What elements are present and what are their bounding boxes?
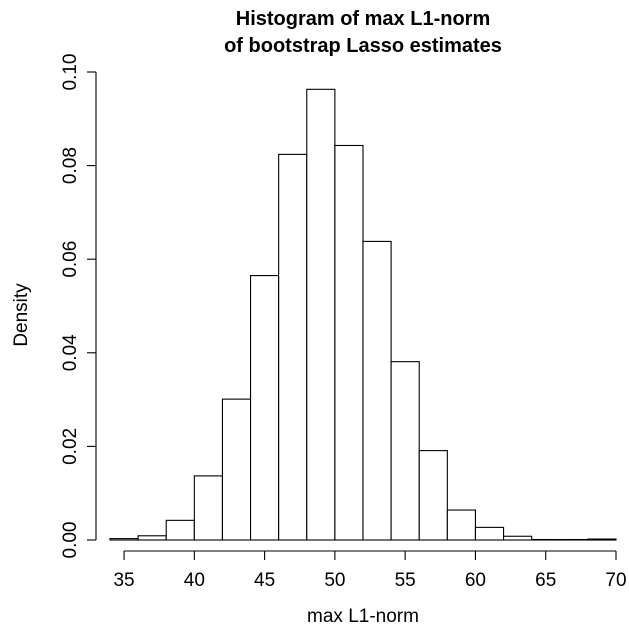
chart-title-line2: of bootstrap Lasso estimates bbox=[224, 35, 502, 57]
histogram-bar bbox=[109, 538, 139, 541]
histogram-bar bbox=[278, 153, 308, 541]
x-tick-label: 40 bbox=[184, 570, 205, 591]
x-tick-label: 65 bbox=[535, 570, 556, 591]
x-axis: 35 40 45 50 55 60 65 70 bbox=[113, 550, 627, 591]
histogram-bar bbox=[193, 475, 223, 541]
x-tick-label: 70 bbox=[605, 570, 626, 591]
y-axis-label: Density bbox=[11, 283, 32, 347]
histogram-bar bbox=[137, 535, 167, 541]
histogram-bar bbox=[587, 538, 617, 541]
histogram-bar bbox=[474, 526, 505, 541]
histogram-bar bbox=[221, 398, 252, 541]
histogram-bar bbox=[334, 144, 364, 541]
x-tick-label: 45 bbox=[254, 570, 275, 591]
histogram-bar bbox=[306, 88, 336, 541]
bars-group bbox=[109, 88, 617, 541]
y-tick-label: 0.08 bbox=[60, 147, 81, 184]
histogram-bar bbox=[503, 535, 533, 541]
histogram-bar bbox=[418, 450, 448, 541]
histogram-bar bbox=[390, 361, 420, 541]
y-tick-label: 0.02 bbox=[60, 428, 81, 465]
y-tick-label: 0.00 bbox=[60, 522, 81, 559]
histogram-bar bbox=[165, 519, 195, 541]
x-tick-label: 55 bbox=[395, 570, 416, 591]
chart-title-line1: Histogram of max L1-norm bbox=[236, 8, 490, 30]
histogram-bar bbox=[362, 240, 392, 541]
y-tick-label: 0.06 bbox=[60, 241, 81, 278]
y-tick-label: 0.04 bbox=[60, 334, 81, 371]
x-tick-label: 35 bbox=[113, 570, 134, 591]
histogram-bar bbox=[446, 509, 476, 541]
x-tick-label: 60 bbox=[465, 570, 486, 591]
histogram-bar bbox=[250, 275, 280, 541]
y-tick-label: 0.10 bbox=[60, 54, 81, 91]
y-axis: 0.00 0.02 0.04 0.06 0.08 0.10 bbox=[60, 54, 97, 559]
x-axis-label: max L1-norm bbox=[307, 606, 419, 627]
x-tick-label: 50 bbox=[324, 570, 345, 591]
